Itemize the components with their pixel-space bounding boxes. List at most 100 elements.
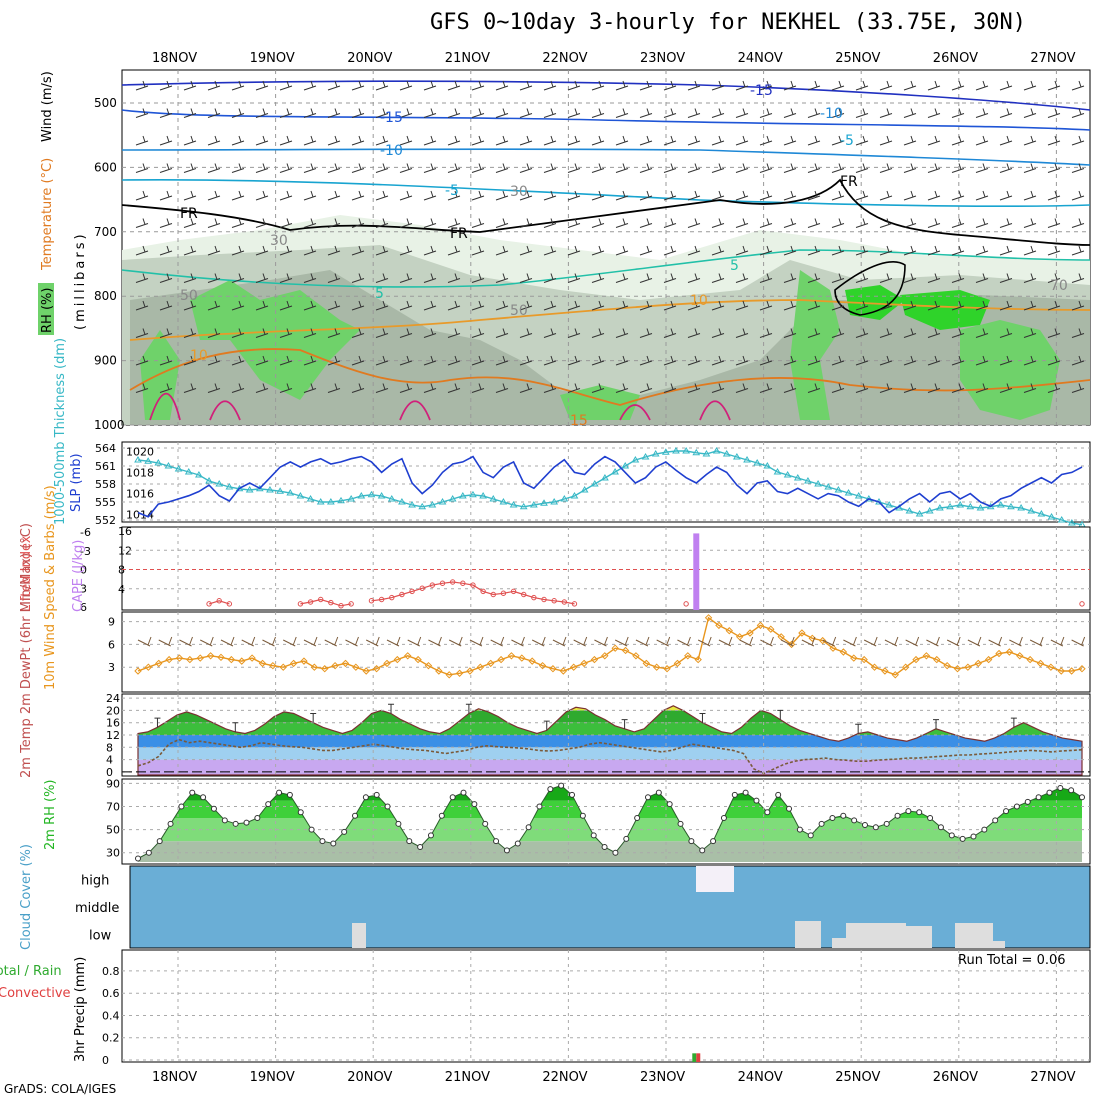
wind-barb (927, 245, 941, 256)
wind-barb (327, 135, 341, 146)
rh-marker (1046, 789, 1053, 796)
pressure-tick-label: 800 (94, 289, 117, 303)
thickness-marker (864, 495, 873, 502)
wind-barb (159, 80, 173, 91)
wind-barb (927, 108, 941, 118)
run-total-label: Run Total = 0.06 (958, 953, 1066, 968)
chart-panels: 18NOV 18NOV 19NOV 19NOV 20NOV 20NOV 21NOV 21NOV… (0, 51, 1091, 1085)
wind-barb (951, 163, 965, 173)
thickness-marker (783, 471, 792, 478)
thickness-marker (205, 477, 213, 484)
wind-barb (327, 163, 341, 173)
wind-speed-marker (144, 663, 153, 671)
wind-barb (159, 300, 173, 311)
rh-tick: 50 (106, 824, 120, 837)
rh-marker (1079, 794, 1085, 801)
wind-speed-marker (673, 659, 682, 668)
li-tick: 3 (80, 582, 87, 595)
temp-whisker (933, 719, 940, 729)
rh-marker (514, 840, 521, 847)
wind-barb (399, 273, 413, 283)
wind-barb (807, 273, 821, 283)
surface-wind-barb (843, 636, 857, 647)
wind-barb (495, 80, 509, 91)
wind-barb (951, 300, 965, 311)
rh-marker (579, 812, 586, 819)
thickness-marker (1047, 513, 1056, 520)
wind-barb (999, 218, 1013, 228)
wind-barb (303, 163, 317, 173)
wind-speed-marker (912, 655, 920, 664)
rh-axis-label: 2m RH (%) (43, 779, 58, 850)
pressure-tick-label: 500 (94, 96, 117, 110)
bottom-date-label: 25NOV (835, 1070, 880, 1085)
rh-marker (243, 819, 250, 826)
wind-barb (1071, 245, 1085, 256)
wind-barb (399, 383, 413, 393)
wind-barb (135, 190, 149, 201)
wind-barb (255, 218, 269, 228)
surface-wind-barb (386, 636, 401, 647)
wind-barb (687, 273, 701, 283)
wind-speed-marker (850, 654, 858, 662)
wind-barb (735, 300, 749, 311)
rh-shading (790, 270, 840, 420)
wind-barb (975, 218, 989, 228)
wind-barb (423, 328, 437, 338)
wind-tick: 9 (108, 616, 115, 629)
wind-barb (351, 80, 365, 91)
wind-barb (207, 355, 221, 366)
wind-barb (423, 163, 437, 173)
wind-barb (927, 80, 941, 91)
wind-barb (135, 355, 149, 366)
wind-speed-marker (269, 661, 277, 670)
thickness-marker (550, 498, 559, 505)
rh-marker (742, 789, 749, 796)
thickness-marker (164, 462, 173, 469)
wind-speed-marker (217, 653, 225, 662)
wind-speed-marker (839, 648, 848, 656)
wind-barb (423, 300, 437, 311)
wind-barb (279, 108, 293, 118)
wind-barb (135, 273, 149, 283)
wind-barb (351, 218, 365, 228)
wind-barb (495, 328, 509, 338)
wind-barb (783, 163, 797, 173)
wind-barb (999, 383, 1013, 393)
wind-barb (639, 300, 653, 311)
rh-marker (449, 794, 456, 801)
wind-barb (231, 163, 245, 173)
wind-speed-marker (206, 652, 215, 660)
wind-barb (831, 218, 845, 228)
thickness-marker (834, 486, 843, 493)
wind-barb (135, 80, 149, 91)
wind-speed-marker (341, 659, 350, 668)
thickness-marker (357, 492, 366, 499)
wind-barb (615, 328, 629, 338)
wind-barb (903, 80, 917, 91)
wind-barb (207, 300, 221, 311)
wind-barb (375, 273, 389, 283)
wind-barb (687, 80, 701, 91)
wind-barb (663, 135, 677, 146)
wind-speed-marker (891, 671, 899, 679)
wind-barb (855, 108, 869, 118)
surface-wind-barb (988, 636, 1003, 647)
wind-barb (255, 245, 269, 256)
wind-barb (975, 383, 989, 393)
wind-barb (255, 163, 269, 173)
wind-barb (759, 108, 773, 118)
rh-marker (764, 809, 771, 816)
wind-speed-marker (881, 667, 889, 675)
wind-barb (807, 355, 821, 366)
temp-whisker (1010, 717, 1017, 728)
wind-speed-marker (569, 663, 578, 671)
wind-barb (663, 273, 677, 283)
wind-speed-marker (362, 667, 370, 675)
wind-speed-marker (642, 659, 651, 668)
wind-barb (159, 218, 173, 228)
li-marker (399, 591, 405, 598)
rh-marker (905, 808, 912, 815)
contour-label: FR (180, 206, 198, 222)
